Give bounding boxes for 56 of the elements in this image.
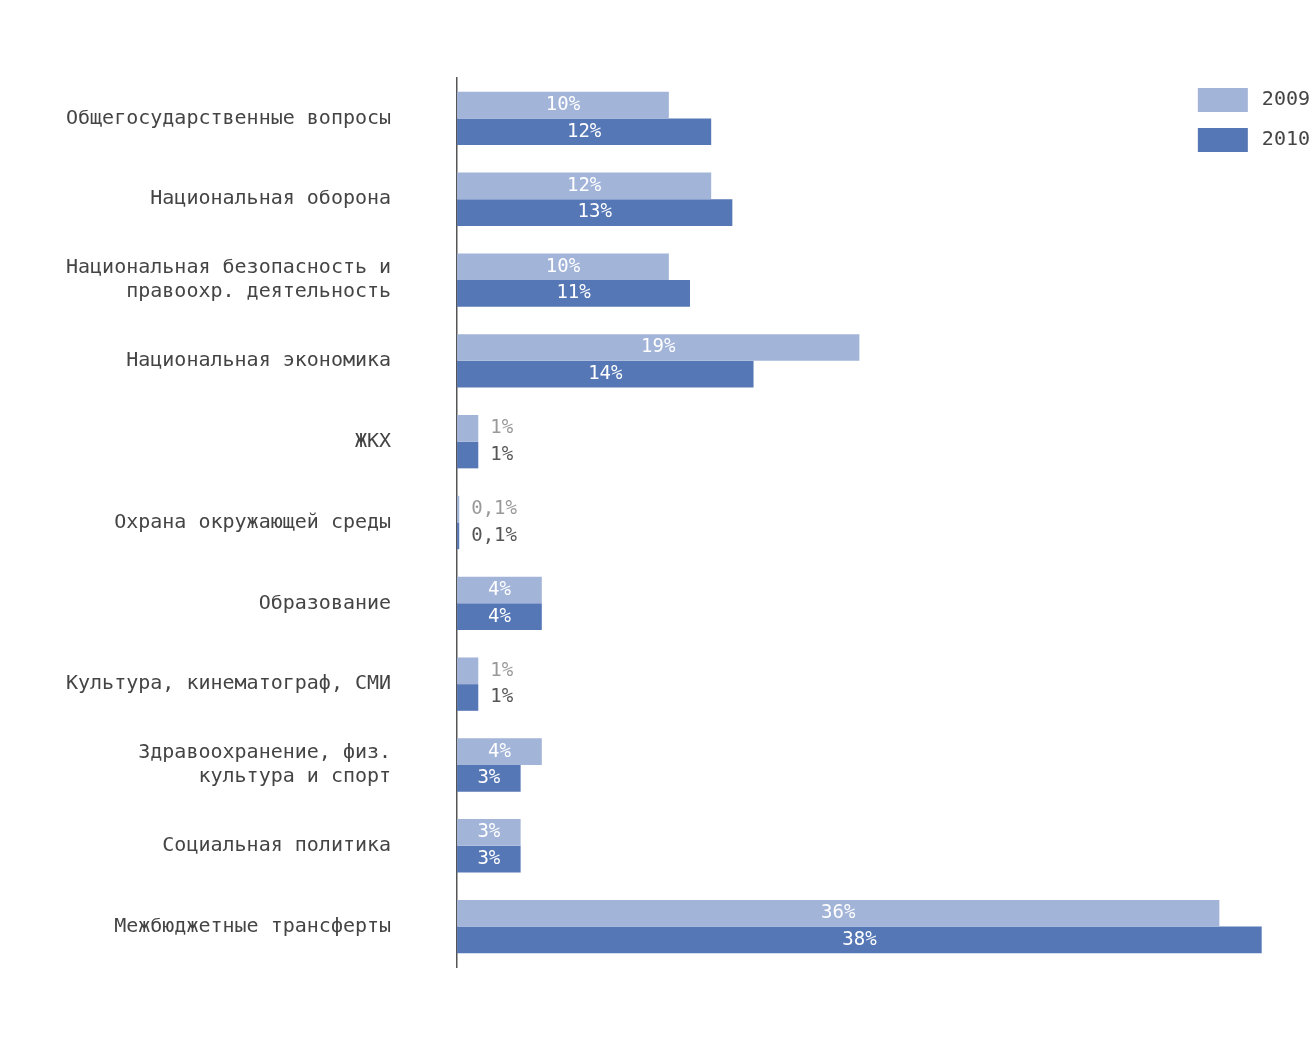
data-label: 3% <box>477 846 501 869</box>
y-tick-label: Образование <box>258 589 392 614</box>
data-label: 4% <box>488 603 512 626</box>
bar <box>457 360 754 388</box>
bar <box>457 91 669 119</box>
data-label: 3% <box>477 819 501 842</box>
data-label: 4% <box>488 738 512 761</box>
data-label: 36% <box>821 900 856 923</box>
legend-label: 2010 <box>1261 126 1311 151</box>
data-label: 11% <box>556 280 592 303</box>
y-tick-label: Здравоохранение, физ. культура и спорт <box>138 739 392 788</box>
y-tick-label: Национальная экономика <box>126 347 392 372</box>
data-label: 12% <box>566 172 602 195</box>
y-tick-label: Национальная оборона <box>150 185 392 210</box>
bar <box>457 495 460 523</box>
bar <box>457 684 479 711</box>
data-label: 0,1% <box>471 522 518 545</box>
y-tick-label: Социальная политика <box>162 831 392 856</box>
bar <box>457 415 479 442</box>
data-label: 10% <box>545 92 581 115</box>
data-label: 13% <box>577 199 613 222</box>
y-tick-label: Общегосударственные вопросы <box>66 104 392 129</box>
y-tick-label: Национальная безопасность и правоохр. деятельность <box>66 254 392 303</box>
data-label: 4% <box>488 576 512 599</box>
y-tick-label: Межбюджетные трансферты <box>114 912 392 937</box>
data-label: 19% <box>641 334 676 357</box>
y-tick-label: Охрана окружающей среды <box>114 508 392 533</box>
data-label: 12% <box>566 118 602 141</box>
bar <box>457 522 460 550</box>
bar <box>457 603 542 630</box>
data-label: 14% <box>588 361 624 384</box>
legend-label: 2009 <box>1261 86 1311 111</box>
bar <box>457 819 521 846</box>
bar <box>457 334 860 361</box>
data-label: 0,1% <box>471 496 518 519</box>
bar <box>457 118 712 146</box>
bar <box>457 657 479 685</box>
bar <box>457 738 542 765</box>
bar <box>457 199 733 226</box>
bar <box>457 441 479 469</box>
bar <box>457 764 521 792</box>
data-label: 1% <box>490 441 514 464</box>
bar <box>457 280 691 307</box>
bar <box>457 576 542 604</box>
y-tick-label: ЖКХ <box>354 427 392 452</box>
data-label: 10% <box>545 253 581 276</box>
data-label: 1% <box>490 684 514 707</box>
data-label: 38% <box>842 926 878 949</box>
y-tick-label: Культура, кинематограф, СМИ <box>66 670 392 695</box>
data-label: 3% <box>477 765 501 788</box>
bar <box>457 253 669 281</box>
data-label: 1% <box>490 657 514 680</box>
bar <box>457 926 1262 954</box>
bar <box>457 899 1220 927</box>
data-label: 1% <box>490 415 514 438</box>
bar <box>457 172 712 200</box>
